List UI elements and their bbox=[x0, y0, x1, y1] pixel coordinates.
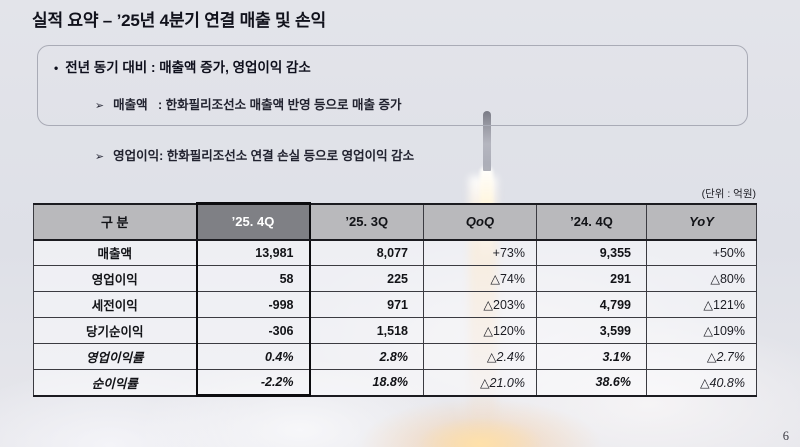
cell-value: 8,077 bbox=[309, 239, 424, 266]
table-header-row: 구 분 ’25. 4Q ’25. 3Q QoQ ’24. 4Q YoY bbox=[33, 202, 757, 241]
table-row-operating-margin: 영업이익률 0.4% 2.8% △2.4% 3.1% △2.7% bbox=[33, 343, 757, 370]
callout-heading-text: 전년 동기 대비 : 매출액 증가, 영업이익 감소 bbox=[65, 60, 311, 75]
table-row-operating-profit: 영업이익 58 225 △74% 291 △80% bbox=[33, 265, 757, 292]
results-table: 구 분 ’25. 4Q ’25. 3Q QoQ ’24. 4Q YoY 매출액 … bbox=[33, 202, 757, 397]
cell-value: 38.6% bbox=[536, 369, 647, 397]
row-label: 순이익률 bbox=[33, 369, 197, 397]
callout-item-operating-profit: ➢ 영업이익: 한화필리조선소 연결 손실 등으로 영업이익 감소 bbox=[74, 131, 747, 178]
cell-change: △203% bbox=[423, 291, 537, 318]
row-label: 세전이익 bbox=[33, 291, 197, 318]
cell-value: 2.8% bbox=[309, 343, 424, 370]
cell-change: +73% bbox=[423, 239, 537, 266]
cell-value: 3,599 bbox=[536, 317, 647, 344]
page-title: 실적 요약 – ’25년 4분기 연결 매출 및 손익 bbox=[32, 11, 326, 30]
arrow-bullet-icon: ➢ bbox=[94, 151, 105, 163]
row-label: 당기순이익 bbox=[33, 317, 197, 344]
callout-item-revenue: ➢ 매출액 : 한화필리조선소 매출액 반영 등으로 매출 증가 bbox=[74, 80, 747, 127]
cell-change: △2.4% bbox=[423, 343, 537, 370]
cell-value: 1,518 bbox=[309, 317, 424, 344]
cell-value: 4,799 bbox=[536, 291, 647, 318]
table-row-net-profit: 당기순이익 -306 1,518 △120% 3,599 △109% bbox=[33, 317, 757, 344]
header-24-4q: ’24. 4Q bbox=[536, 202, 647, 241]
header-yoy: YoY bbox=[646, 202, 757, 241]
cell-change: △80% bbox=[646, 265, 757, 292]
cell-value: 18.8% bbox=[309, 369, 424, 397]
cell-value: 3.1% bbox=[536, 343, 647, 370]
page-number: 6 bbox=[782, 429, 789, 443]
cell-value: 291 bbox=[536, 265, 647, 292]
callout-item-text: 영업이익: 한화필리조선소 연결 손실 등으로 영업이익 감소 bbox=[113, 149, 415, 163]
table-row-pretax-profit: 세전이익 -998 971 △203% 4,799 △121% bbox=[33, 291, 757, 318]
rocket-illustration bbox=[483, 111, 491, 171]
row-label: 매출액 bbox=[33, 239, 197, 266]
cell-change: △120% bbox=[423, 317, 537, 344]
callout-heading: • 전년 동기 대비 : 매출액 증가, 영업이익 감소 bbox=[54, 56, 747, 76]
cell-value: 9,355 bbox=[536, 239, 647, 266]
cell-change: △2.7% bbox=[646, 343, 757, 370]
unit-label: (단위 : 억원) bbox=[701, 188, 756, 200]
cell-change: △21.0% bbox=[423, 369, 537, 397]
row-label: 영업이익률 bbox=[33, 343, 197, 370]
cell-change: +50% bbox=[646, 239, 757, 266]
header-25-4q: ’25. 4Q bbox=[195, 202, 311, 241]
arrow-bullet-icon: ➢ bbox=[94, 100, 105, 112]
cell-value: -2.2% bbox=[195, 369, 311, 397]
header-category: 구 분 bbox=[33, 202, 197, 241]
cell-change: △109% bbox=[646, 317, 757, 344]
cell-change: △121% bbox=[646, 291, 757, 318]
callout-item-text: 매출액 : 한화필리조선소 매출액 반영 등으로 매출 증가 bbox=[113, 98, 402, 112]
cell-change: △74% bbox=[423, 265, 537, 292]
summary-callout-box: • 전년 동기 대비 : 매출액 증가, 영업이익 감소 ➢ 매출액 : 한화필리조… bbox=[37, 45, 748, 163]
cell-value: 13,981 bbox=[195, 239, 311, 266]
cell-value: -306 bbox=[195, 317, 311, 344]
cell-value: 58 bbox=[195, 265, 311, 292]
header-qoq: QoQ bbox=[423, 202, 537, 241]
table-row-revenue: 매출액 13,981 8,077 +73% 9,355 +50% bbox=[33, 239, 757, 266]
cell-value: 971 bbox=[309, 291, 424, 318]
bullet-icon: • bbox=[54, 61, 59, 75]
header-25-3q: ’25. 3Q bbox=[309, 202, 424, 241]
table-row-net-margin: 순이익률 -2.2% 18.8% △21.0% 38.6% △40.8% bbox=[33, 369, 757, 397]
cell-value: 225 bbox=[309, 265, 424, 292]
row-label: 영업이익 bbox=[33, 265, 197, 292]
cell-value: 0.4% bbox=[195, 343, 311, 370]
cell-value: -998 bbox=[195, 291, 311, 318]
cell-change: △40.8% bbox=[646, 369, 757, 397]
